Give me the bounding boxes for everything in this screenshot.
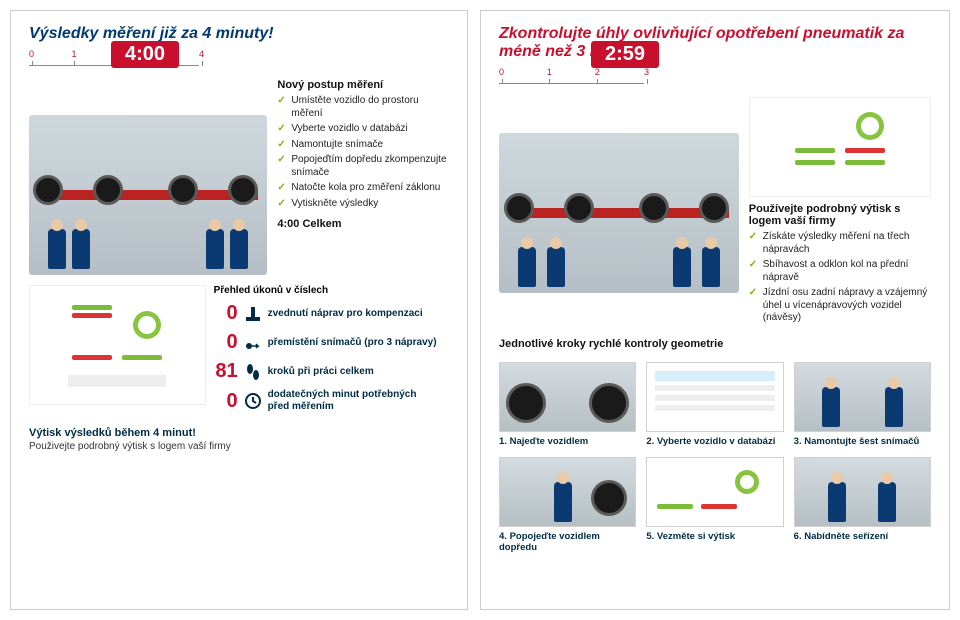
thumb-3: 3. Namontujte šest snímačů — [794, 362, 931, 447]
procedure-heading: Nový postup měření — [277, 79, 449, 91]
clock-icon — [244, 392, 262, 410]
thumb-image — [646, 457, 783, 527]
printout-graphic-icon — [785, 102, 895, 192]
right-main-photo — [499, 133, 739, 293]
thumb-image — [499, 362, 636, 432]
thumb-caption: 4. Popojeďte vozidlem dopředu — [499, 531, 636, 553]
stat-number: 0 — [214, 331, 238, 354]
stat-text: zvednutí náprav pro kompenzaci — [268, 308, 423, 320]
procedure-list: Umístěte vozidlo do prostoru měření Vybe… — [277, 95, 449, 210]
thumb-image — [499, 457, 636, 527]
printout-heading: Používejte podrobný výtisk s logem vaší … — [749, 203, 931, 227]
left-footer-bold: Výtisk výsledků během 4 minut! — [29, 427, 449, 439]
thumb-caption: 2. Vyberte vozidlo v databázi — [646, 436, 783, 447]
thumb-image — [646, 362, 783, 432]
printout-list: Získáte výsledky měření na třech nápravá… — [749, 231, 931, 325]
procedure-item: Umístěte vozidlo do prostoru měření — [277, 95, 449, 120]
procedure-item: Vytiskněte výsledky — [277, 198, 449, 211]
left-heading: Výsledky měření již za 4 minuty! — [29, 25, 449, 43]
stat-number: 0 — [214, 390, 238, 413]
procedure-item: Popojeďtím dopředu zkompenzujte snímače — [277, 154, 449, 179]
right-timeline: 0 1 2 3 — [499, 67, 644, 89]
right-heading: Zkontrolujte úhly ovlivňující opotřebení… — [499, 25, 931, 61]
page-right: Zkontrolujte úhly ovlivňující opotřebení… — [480, 10, 950, 610]
stat-row: 0 přemístění snímačů (pro 3 nápravy) — [214, 331, 449, 354]
timeline-tick: 2 — [595, 67, 600, 77]
printout-item: Získáte výsledky měření na třech nápravá… — [749, 231, 931, 256]
stat-number: 81 — [214, 360, 238, 383]
thumb-caption: 5. Vezměte si výtisk — [646, 531, 783, 542]
lift-icon — [244, 305, 262, 323]
printout-item: Jízdní osu zadní nápravy a vzájemný úhel… — [749, 287, 931, 325]
thumb-1: 1. Najeďte vozidlem — [499, 362, 636, 447]
printout-item: Sbíhavost a odklon kol na přední nápravě — [749, 259, 931, 284]
thumb-5: 5. Vezměte si výtisk — [646, 457, 783, 553]
stat-row: 0 zvednutí náprav pro kompenzaci — [214, 302, 449, 325]
timeline-tick: 4 — [199, 49, 204, 59]
stats-heading: Přehled úkonů v číslech — [214, 285, 449, 296]
stat-row: 81 kroků při práci celkem — [214, 360, 449, 383]
right-timer-badge: 2:59 — [591, 41, 659, 68]
thumb-caption: 3. Namontujte šest snímačů — [794, 436, 931, 447]
thumb-2: 2. Vyberte vozidlo v databázi — [646, 362, 783, 447]
thumb-caption: 6. Nabídněte seřízení — [794, 531, 931, 542]
thumb-image — [794, 362, 931, 432]
printout-graphic-icon — [62, 295, 172, 395]
procedure-item: Namontujte snímače — [277, 139, 449, 152]
procedure-item: Vyberte vozidlo v databázi — [277, 123, 449, 136]
stat-text: dodatečných minut potřebných před měření… — [268, 389, 438, 413]
timeline-axis — [499, 83, 644, 84]
right-midline: Jednotlivé kroky rychlé kontroly geometr… — [499, 338, 931, 350]
stat-text: přemístění snímačů (pro 3 nápravy) — [268, 337, 437, 349]
move-icon — [244, 334, 262, 352]
thumb-caption: 1. Najeďte vozidlem — [499, 436, 636, 447]
timeline-tick: 0 — [29, 49, 34, 59]
total-label: 4:00 Celkem — [277, 218, 449, 230]
page-left: Výsledky měření již za 4 minuty! 0 1 2 3… — [10, 10, 468, 610]
thumb-4: 4. Popojeďte vozidlem dopředu — [499, 457, 636, 553]
thumb-grid: 1. Najeďte vozidlem 2. Vyberte vozidlo v… — [499, 362, 931, 553]
timeline-tick: 3 — [644, 67, 649, 77]
timeline-tick: 1 — [547, 67, 552, 77]
thumb-image — [794, 457, 931, 527]
timeline-tick: 1 — [72, 49, 77, 59]
stat-number: 0 — [214, 302, 238, 325]
stat-text: kroků při práci celkem — [268, 366, 374, 378]
stat-row: 0 dodatečných minut potřebných před měře… — [214, 389, 449, 413]
steps-icon — [244, 363, 262, 381]
left-timer-badge: 4:00 — [111, 41, 179, 68]
printout-thumbnail — [29, 285, 206, 405]
thumb-6: 6. Nabídněte seřízení — [794, 457, 931, 553]
timeline-tick: 0 — [499, 67, 504, 77]
procedure-item: Natočte kola pro změření záklonu — [277, 182, 449, 195]
printout-thumbnail — [749, 97, 931, 197]
left-main-photo — [29, 115, 267, 275]
left-footer-sub: Použivejte podrobný výtisk s logem vaší … — [29, 441, 449, 452]
